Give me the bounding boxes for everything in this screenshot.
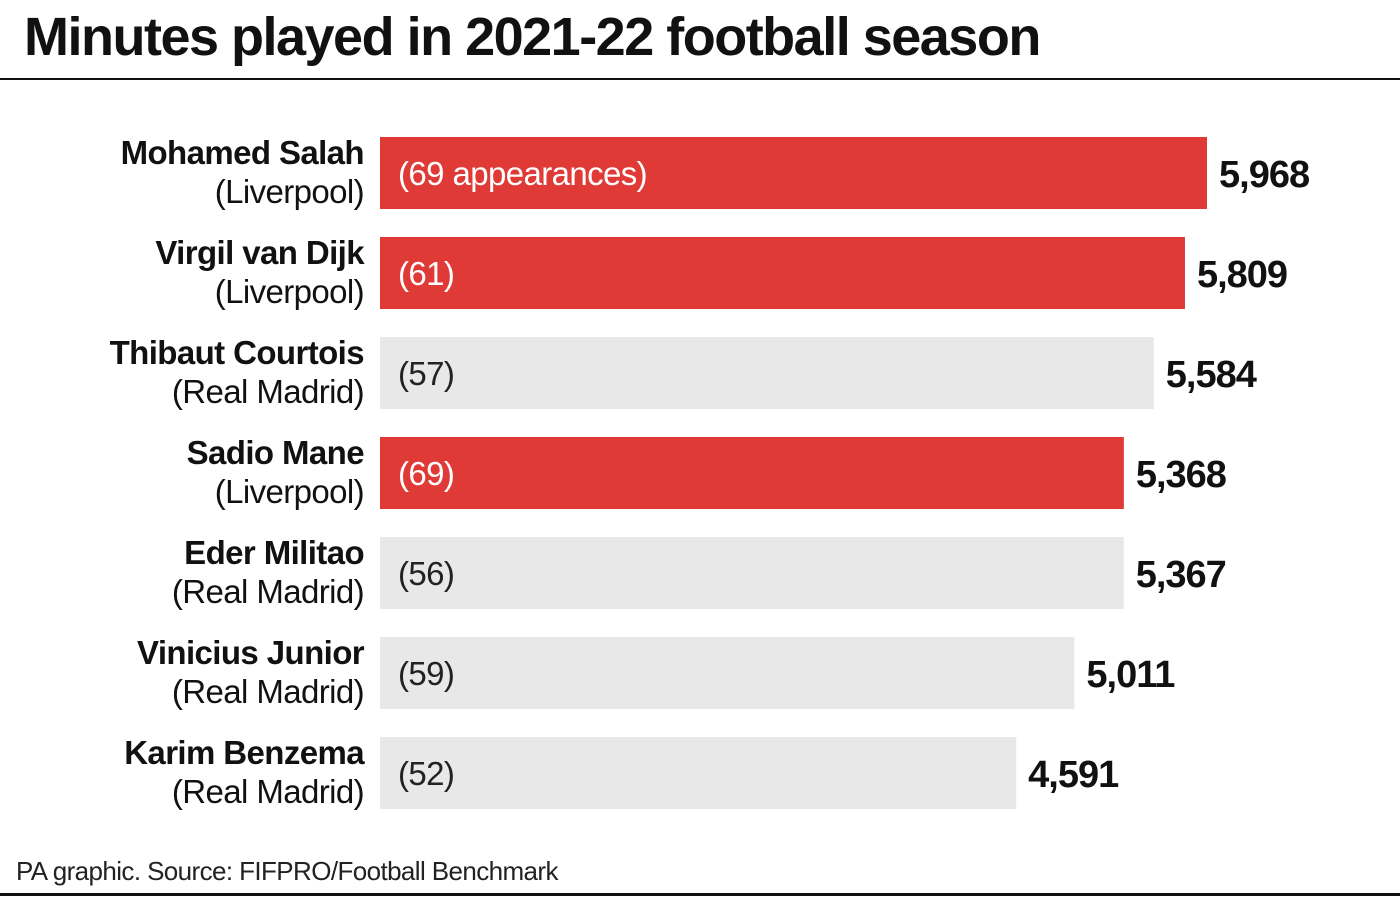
value-label: 4,591 xyxy=(1028,754,1119,796)
player-name-label: Thibaut Courtois xyxy=(110,334,364,371)
appearances-label: (52) xyxy=(398,755,454,792)
club-label: (Real Madrid) xyxy=(172,373,364,410)
bar xyxy=(380,537,1124,609)
appearances-label: (61) xyxy=(398,255,454,292)
bar xyxy=(380,737,1017,809)
club-label: (Real Madrid) xyxy=(172,573,364,610)
club-label: (Real Madrid) xyxy=(172,773,364,810)
appearances-label: (57) xyxy=(398,355,454,392)
value-label: 5,809 xyxy=(1197,254,1287,296)
value-label: 5,584 xyxy=(1166,354,1257,396)
title-divider xyxy=(0,78,1400,80)
appearances-label: (69 appearances) xyxy=(398,155,647,192)
player-name-label: Vinicius Junior xyxy=(137,634,365,671)
player-name-label: Karim Benzema xyxy=(124,734,365,771)
player-name-label: Virgil van Dijk xyxy=(155,234,365,271)
bar xyxy=(380,437,1124,509)
bar xyxy=(380,637,1075,709)
player-name-label: Sadio Mane xyxy=(187,434,365,471)
value-label: 5,968 xyxy=(1219,154,1309,196)
value-label: 5,367 xyxy=(1136,554,1226,596)
chart-title: Minutes played in 2021-22 football seaso… xyxy=(24,7,1041,67)
bar xyxy=(380,337,1154,409)
club-label: (Liverpool) xyxy=(215,173,364,210)
player-name-label: Mohamed Salah xyxy=(121,134,364,171)
club-label: (Liverpool) xyxy=(215,473,364,510)
appearances-label: (56) xyxy=(398,555,454,592)
value-label: 5,011 xyxy=(1086,654,1175,696)
appearances-label: (59) xyxy=(398,655,454,692)
value-label: 5,368 xyxy=(1136,454,1226,496)
footer-divider xyxy=(0,893,1400,896)
appearances-label: (69) xyxy=(398,455,454,492)
club-label: (Real Madrid) xyxy=(172,673,364,710)
bar xyxy=(380,237,1185,309)
club-label: (Liverpool) xyxy=(215,273,364,310)
bar xyxy=(380,137,1207,209)
player-name-label: Eder Militao xyxy=(184,534,364,571)
source-note: PA graphic. Source: FIFPRO/Football Benc… xyxy=(16,856,558,886)
